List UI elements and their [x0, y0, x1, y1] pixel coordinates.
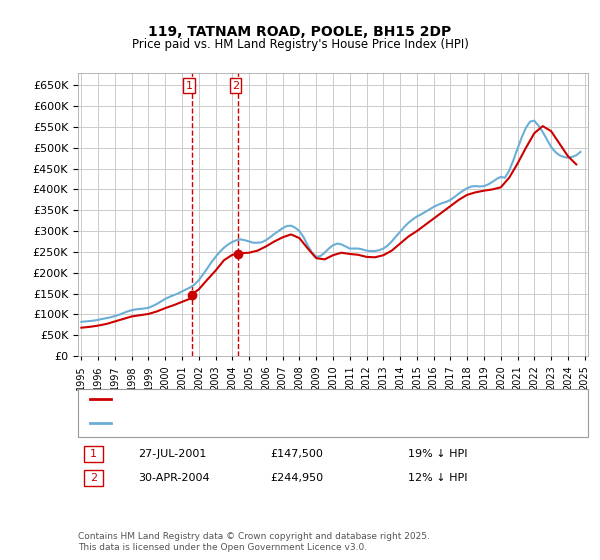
Text: ——: ——	[90, 418, 117, 428]
Text: 12% ↓ HPI: 12% ↓ HPI	[408, 473, 467, 483]
Text: 30-APR-2004: 30-APR-2004	[138, 473, 209, 483]
Text: ——  HPI: Average price, detached house, Bournemouth Christchurch and Poole: —— HPI: Average price, detached house, B…	[90, 418, 505, 428]
Text: £147,500: £147,500	[270, 449, 323, 459]
Text: ——  119, TATNAM ROAD, POOLE, BH15 2DP (detached house): —— 119, TATNAM ROAD, POOLE, BH15 2DP (de…	[90, 394, 415, 404]
Text: Price paid vs. HM Land Registry's House Price Index (HPI): Price paid vs. HM Land Registry's House …	[131, 38, 469, 51]
Text: £244,950: £244,950	[270, 473, 323, 483]
Text: 19% ↓ HPI: 19% ↓ HPI	[408, 449, 467, 459]
Text: 27-JUL-2001: 27-JUL-2001	[138, 449, 206, 459]
Text: 1: 1	[90, 449, 97, 459]
Text: 119, TATNAM ROAD, POOLE, BH15 2DP: 119, TATNAM ROAD, POOLE, BH15 2DP	[148, 25, 452, 39]
Text: 1: 1	[185, 81, 193, 91]
Text: Contains HM Land Registry data © Crown copyright and database right 2025.
This d: Contains HM Land Registry data © Crown c…	[78, 532, 430, 552]
Text: ——: ——	[90, 394, 117, 404]
Text: 2: 2	[232, 81, 239, 91]
Text: 2: 2	[90, 473, 97, 483]
